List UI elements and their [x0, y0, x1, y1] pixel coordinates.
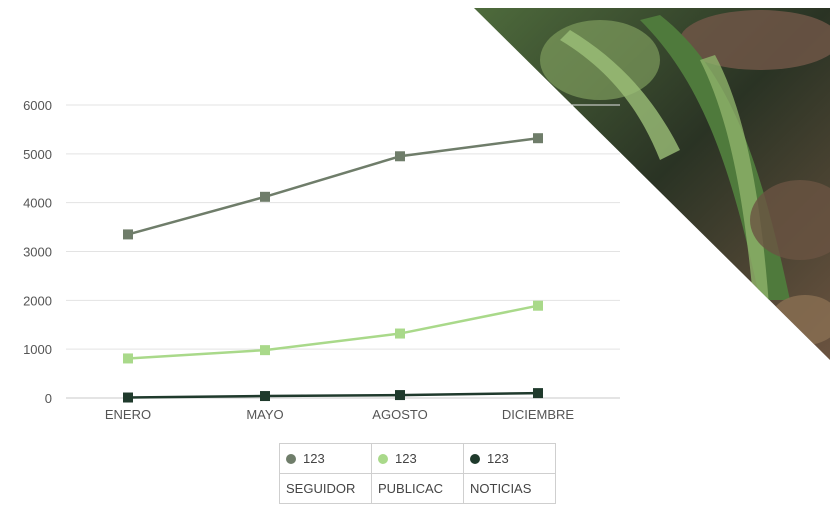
- data-point-publicac-agosto: [395, 328, 405, 339]
- y-tick-label-5000: 5000: [23, 147, 52, 162]
- y-axis-ticks: 0 1000 2000 3000 4000 5000 6000: [23, 98, 52, 406]
- data-point-seguidor-agosto: [395, 151, 405, 162]
- data-point-publicac-mayo: [260, 345, 270, 356]
- y-tick-label-6000: 6000: [23, 98, 52, 113]
- series-points: [123, 133, 543, 403]
- x-tick-label-agosto: AGOSTO: [372, 407, 427, 422]
- legend-name-publicac: PUBLICAC: [371, 473, 464, 504]
- series-line-noticias: [127, 391, 539, 399]
- series-line-publicac: [127, 304, 539, 360]
- y-tick-label-4000: 4000: [23, 196, 52, 211]
- legend-name-noticias: NOTICIAS: [463, 473, 556, 504]
- x-tick-label-enero: ENERO: [105, 407, 151, 422]
- data-point-seguidor-diciembre: [533, 133, 543, 144]
- legend-table: 123 123 123 SEGUIDOR PUBLICAC NOTICIAS: [279, 443, 556, 504]
- grid-lines: [66, 104, 620, 399]
- series-lines: [127, 136, 539, 399]
- legend-name-seguidor: SEGUIDOR: [279, 473, 372, 504]
- y-tick-label-0: 0: [45, 391, 52, 406]
- data-point-publicac-diciembre: [533, 300, 543, 311]
- legend-names-row: SEGUIDOR PUBLICAC NOTICIAS: [279, 473, 556, 504]
- data-point-seguidor-mayo: [260, 191, 270, 202]
- legend-cell-noticias-value: 123: [463, 443, 556, 474]
- legend-values-row: 123 123 123: [279, 443, 556, 474]
- legend-cell-seguidor-value: 123: [279, 443, 372, 474]
- legend-marker-noticias: [470, 454, 480, 464]
- x-tick-label-mayo: MAYO: [246, 407, 283, 422]
- data-point-noticias-mayo: [260, 391, 270, 402]
- legend-marker-publicac: [378, 454, 388, 464]
- y-tick-label-3000: 3000: [23, 245, 52, 260]
- legend-marker-seguidor: [286, 454, 296, 464]
- data-point-seguidor-enero: [123, 229, 133, 240]
- data-point-noticias-diciembre: [533, 388, 543, 399]
- data-point-publicac-enero: [123, 353, 133, 364]
- y-tick-label-1000: 1000: [23, 342, 52, 357]
- x-tick-label-diciembre: DICIEMBRE: [502, 407, 575, 422]
- y-tick-label-2000: 2000: [23, 293, 52, 308]
- series-line-seguidor: [127, 136, 539, 236]
- data-point-noticias-enero: [123, 392, 133, 403]
- x-axis-ticks: ENERO MAYO AGOSTO DICIEMBRE: [105, 407, 575, 422]
- legend-cell-publicac-value: 123: [371, 443, 464, 474]
- data-point-noticias-agosto: [395, 390, 405, 401]
